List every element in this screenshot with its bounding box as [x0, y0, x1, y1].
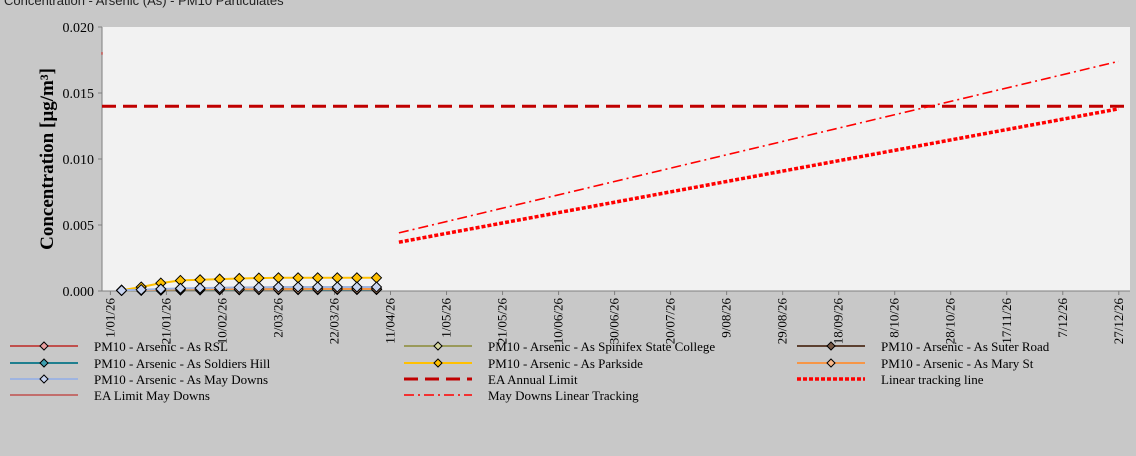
data-point — [194, 282, 206, 294]
legend-marker — [433, 358, 443, 368]
data-point — [292, 281, 304, 293]
x-tick-label: 8/10/26 — [887, 298, 902, 338]
legend-marker — [39, 358, 49, 368]
y-tick-label: 0.020 — [63, 21, 95, 36]
x-tick-label: 27/12/26 — [1111, 298, 1126, 345]
x-tick-label: 28/10/26 — [943, 298, 958, 345]
legend-item: PM10 - Arsenic - As Parkside — [404, 356, 643, 371]
legend-label: May Downs Linear Tracking — [488, 388, 639, 403]
legend-item: Linear tracking line — [797, 372, 984, 387]
legend-label: Linear tracking line — [881, 372, 984, 387]
data-point — [135, 283, 147, 296]
legend-item: PM10 - Arsenic - As Soldiers Hill — [10, 356, 271, 371]
legend-marker — [826, 341, 836, 351]
data-point — [331, 281, 343, 293]
legend-label: PM10 - Arsenic - As May Downs — [94, 372, 268, 387]
data-point — [115, 284, 128, 297]
legend-item: EA Limit May Downs — [10, 388, 210, 403]
legend-item: PM10 - Arsenic - As Mary St — [797, 356, 1034, 371]
series-6 — [115, 281, 383, 297]
legend-label: PM10 - Arsenic - As Mary St — [881, 356, 1034, 371]
x-tick-label: 18/09/26 — [831, 298, 846, 345]
legend-label: PM10 - Arsenic - As RSL — [94, 339, 228, 354]
y-tick-label: 0.005 — [63, 219, 95, 234]
data-point — [213, 281, 226, 294]
legend-item: PM10 - Arsenic - As Spinifex State Colle… — [404, 339, 715, 354]
series-line — [398, 107, 1120, 244]
legend-label: PM10 - Arsenic - As Soldiers Hill — [94, 356, 271, 371]
legend-item: PM10 - Arsenic - As May Downs — [10, 372, 268, 387]
legend-label: EA Limit May Downs — [94, 388, 210, 403]
y-axis-label: Concentration [µg/m³] — [37, 68, 58, 250]
legend-label: PM10 - Arsenic - As Suter Road — [881, 339, 1050, 354]
data-point — [370, 281, 383, 293]
legend-label: PM10 - Arsenic - As Spinifex State Colle… — [488, 339, 715, 354]
series-10 — [398, 60, 1119, 234]
legend-item: PM10 - Arsenic - As Suter Road — [797, 339, 1050, 354]
x-tick-label: 2/03/26 — [270, 298, 285, 338]
legend-marker — [39, 374, 49, 384]
y-tick-label: 0.000 — [63, 285, 95, 300]
x-tick-label: 1/01/26 — [102, 298, 117, 338]
data-point — [233, 281, 245, 294]
legend-item: May Downs Linear Tracking — [404, 388, 639, 403]
legend-marker — [39, 341, 49, 351]
page-title: Concentration - Arsenic (As) - PM10 Part… — [4, 0, 284, 8]
x-tick-label: 1/05/26 — [439, 298, 454, 338]
legend-item: PM10 - Arsenic - As RSL — [10, 339, 228, 354]
data-point — [174, 282, 187, 295]
x-tick-label: 30/06/26 — [607, 298, 622, 345]
plot-area — [102, 27, 1130, 291]
legend-label: PM10 - Arsenic - As Parkside — [488, 356, 643, 371]
x-tick-label: 21/05/26 — [495, 298, 510, 345]
series-line — [398, 60, 1119, 234]
legend-marker — [826, 358, 836, 368]
legend-label: EA Annual Limit — [488, 372, 578, 387]
x-tick-label: 10/06/26 — [551, 298, 566, 345]
data-point — [155, 283, 167, 295]
x-tick-label: 22/03/26 — [326, 298, 341, 345]
x-tick-label: 7/12/26 — [1055, 298, 1070, 338]
x-tick-label: 29/08/26 — [775, 298, 790, 345]
data-point — [272, 281, 285, 293]
x-tick-label: 10/02/26 — [214, 298, 229, 345]
x-tick-label: 20/07/26 — [663, 298, 678, 345]
x-tick-label: 17/11/26 — [999, 298, 1014, 344]
data-point — [351, 281, 363, 293]
legend-marker — [433, 341, 443, 351]
x-tick-label: 11/04/26 — [383, 298, 398, 344]
legend-item: EA Annual Limit — [404, 372, 578, 387]
data-point — [253, 281, 265, 294]
series-8 — [398, 107, 1120, 244]
y-tick-label: 0.015 — [63, 87, 95, 102]
x-tick-label: 21/01/26 — [158, 298, 173, 345]
data-point — [311, 281, 324, 293]
y-tick-label: 0.010 — [63, 153, 95, 168]
x-tick-label: 9/08/26 — [719, 298, 734, 338]
